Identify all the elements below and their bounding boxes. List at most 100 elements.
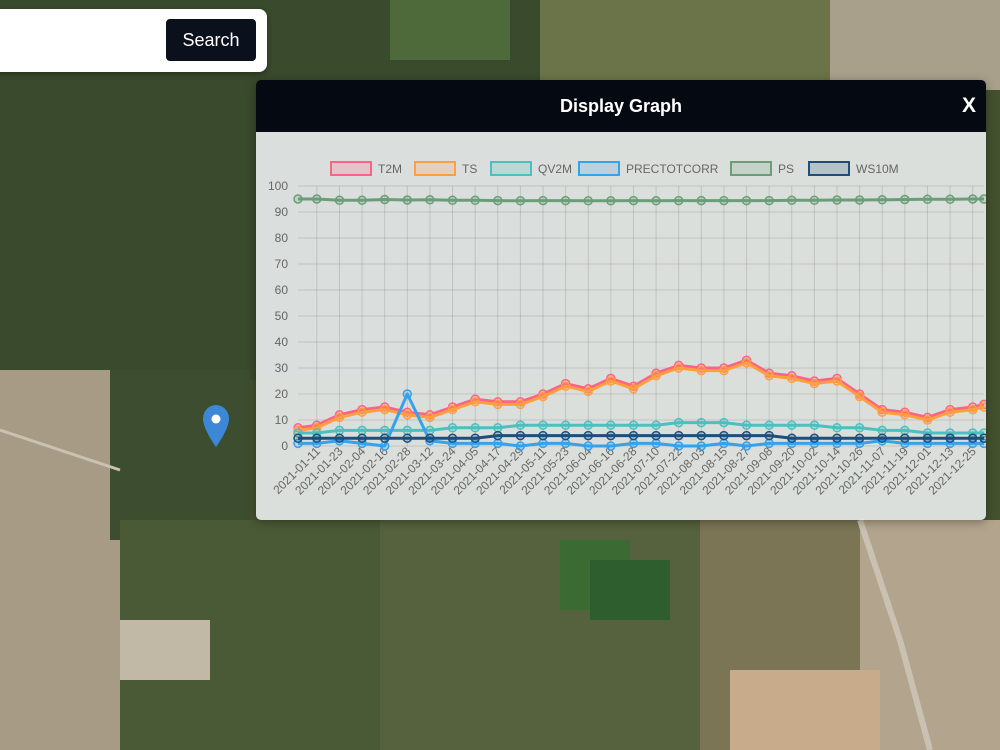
data-point-ws10m [357, 433, 367, 443]
legend-swatch [808, 161, 850, 176]
close-button[interactable]: X [953, 89, 985, 123]
data-point-qv2m [719, 417, 729, 428]
data-point-ts [606, 376, 616, 386]
legend-swatch [330, 161, 372, 176]
data-point-qv2m [764, 420, 774, 430]
legend-label: TS [462, 162, 477, 176]
search-button[interactable]: Search [166, 19, 256, 61]
data-point-ws10m [470, 433, 480, 443]
y-tick-label: 20 [275, 387, 289, 401]
data-point-ws10m [583, 430, 593, 441]
data-point-ts [673, 363, 684, 373]
data-point-qv2m [787, 420, 797, 430]
data-point-ts [945, 407, 955, 417]
data-point-prectotcorr [651, 438, 661, 449]
data-point-ts [583, 386, 593, 397]
data-point-qv2m [493, 423, 503, 433]
data-point-qv2m [900, 425, 910, 436]
data-point-ps [560, 195, 571, 206]
data-point-ts [402, 410, 413, 420]
data-point-ts [832, 376, 842, 386]
map-pin-icon[interactable] [202, 404, 230, 448]
data-point-ws10m [334, 433, 345, 443]
y-tick-label: 100 [268, 179, 288, 193]
modal-title: Display Graph [559, 96, 683, 116]
data-point-ws10m [515, 430, 526, 441]
data-point-prectotcorr [719, 438, 729, 449]
data-point-qv2m [673, 417, 684, 428]
data-point-ws10m [764, 430, 774, 441]
data-point-prectotcorr [515, 441, 526, 451]
data-point-qv2m [357, 425, 367, 436]
data-point-ws10m [967, 433, 978, 443]
data-point-ts [764, 371, 774, 381]
data-point-qv2m [515, 420, 526, 430]
data-point-ts [425, 412, 435, 423]
data-point-ts [651, 371, 661, 381]
data-point-ws10m [719, 430, 729, 441]
data-point-qv2m [606, 420, 616, 430]
data-point-ps [764, 195, 774, 206]
data-point-ws10m [538, 430, 548, 441]
legend-label: T2M [378, 162, 402, 176]
data-point-ws10m [832, 433, 842, 443]
data-point-ts [900, 410, 910, 420]
data-point-ws10m [560, 430, 571, 441]
data-point-ts [560, 381, 571, 391]
data-point-ts [470, 397, 480, 407]
data-point-ts [719, 365, 729, 376]
legend-swatch [578, 161, 620, 176]
data-point-ps [787, 195, 797, 206]
data-point-ps [832, 195, 842, 205]
data-point-qv2m [470, 423, 480, 433]
data-point-ws10m [447, 433, 458, 443]
legend-label: PRECTOTCORR [626, 162, 719, 176]
data-point-qv2m [402, 425, 413, 436]
data-point-qv2m [583, 420, 593, 430]
legend-swatch [730, 161, 772, 176]
y-tick-label: 60 [275, 283, 289, 297]
data-point-ws10m [945, 433, 955, 443]
data-point-ps [606, 196, 616, 206]
data-point-ws10m [900, 433, 910, 443]
data-point-ps [493, 195, 503, 206]
data-point-qv2m [334, 425, 345, 436]
data-point-ts [696, 365, 707, 376]
data-point-ts [967, 404, 978, 415]
data-point-ps [447, 195, 458, 206]
data-point-qv2m [832, 423, 842, 433]
data-point-ps [877, 195, 887, 205]
y-tick-label: 70 [275, 257, 289, 271]
data-point-qv2m [854, 423, 865, 433]
data-point-ts [628, 384, 639, 394]
data-point-prectotcorr [402, 389, 413, 399]
data-point-ps [854, 195, 865, 205]
data-point-ts [979, 402, 986, 412]
modal-body: 0 10 20 30 40 50 60 70 80 90 100 2021-01-11 2021-01-… [256, 132, 986, 520]
data-point-ts [787, 373, 797, 384]
data-point-prectotcorr [696, 441, 707, 451]
data-point-ws10m [425, 433, 435, 443]
data-point-qv2m [538, 420, 548, 430]
data-point-ps [719, 195, 729, 206]
data-point-ws10m [809, 433, 820, 443]
data-point-prectotcorr [493, 438, 503, 449]
data-point-ws10m [741, 430, 752, 441]
data-point-ts [493, 399, 503, 410]
data-point-ws10m [922, 433, 933, 443]
line-chart: 01020304050607080901002021-01-112021-01-… [268, 161, 986, 498]
data-point-ps [470, 195, 480, 206]
data-point-prectotcorr [538, 438, 548, 449]
y-tick-label: 30 [275, 361, 289, 375]
data-point-ps [673, 195, 684, 206]
data-point-prectotcorr [741, 441, 752, 451]
data-point-ts [741, 358, 752, 368]
y-tick-label: 90 [275, 205, 289, 219]
data-point-ts [447, 404, 458, 415]
data-point-prectotcorr [606, 441, 616, 451]
search-input[interactable] [0, 19, 144, 63]
data-point-ps [357, 195, 367, 206]
data-point-prectotcorr [673, 441, 684, 451]
data-point-qv2m [651, 420, 661, 430]
data-point-qv2m [628, 420, 639, 430]
